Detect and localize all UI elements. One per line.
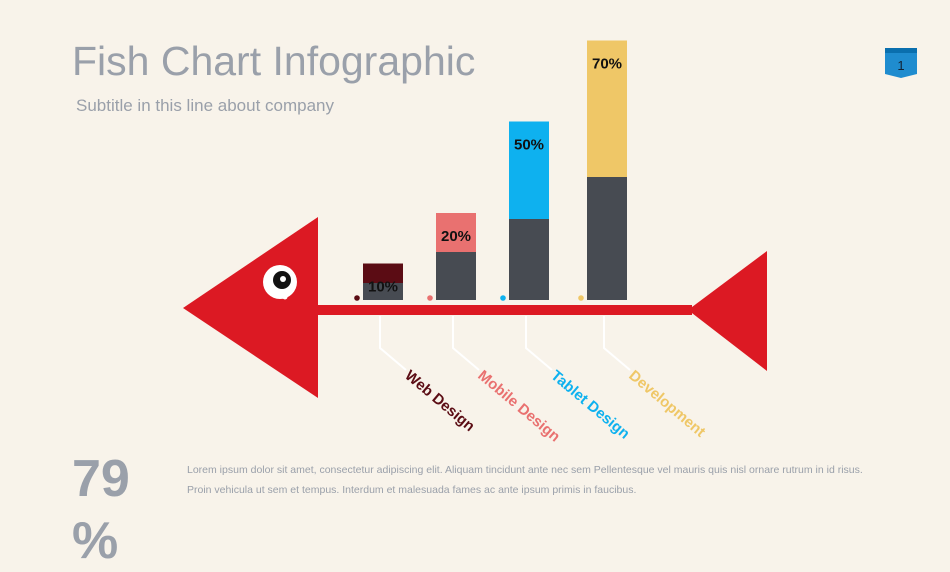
- fish-skeleton: [183, 217, 767, 398]
- page-subtitle: Subtitle in this line about company: [76, 96, 334, 115]
- bar-web-design: [363, 263, 403, 283]
- bar-base-web-design: [363, 283, 403, 300]
- marker-dot-web-design: [354, 295, 360, 301]
- bar-base-development: [587, 177, 627, 300]
- bar-development: [587, 40, 627, 177]
- bar-tablet-design: [509, 121, 549, 219]
- bone-line-web-design: [379, 316, 407, 371]
- bar-base-tablet-design: [509, 219, 549, 300]
- category-label-development: Development: [625, 367, 708, 441]
- bone-line-mobile-design: [452, 316, 480, 371]
- marker-dot-mobile-design: [427, 295, 433, 301]
- data-label-tablet-design: 50%: [514, 137, 544, 154]
- data-label-mobile-design: 20%: [441, 228, 471, 245]
- category-label-web-design: Web Design: [401, 367, 477, 435]
- data-label-development: 70%: [592, 56, 622, 73]
- bone-line-tablet-design: [525, 316, 553, 371]
- data-label-web-design: 10%: [368, 279, 398, 296]
- body-text: Lorem ipsum dolor sit amet, consectetur …: [187, 464, 863, 496]
- marker-dot-tablet-design: [500, 295, 506, 301]
- eye-icon: [263, 265, 297, 300]
- page-title: Fish Chart Infographic: [72, 38, 476, 84]
- bone-line-development: [603, 316, 631, 371]
- page-number: 1: [897, 58, 905, 73]
- fish-head: [183, 217, 318, 398]
- marker-dot-development: [578, 295, 584, 301]
- page-badge-icon: [885, 48, 917, 78]
- fish-tail: [688, 251, 767, 371]
- bar-base-mobile-design: [436, 252, 476, 300]
- fish-spine: [300, 305, 692, 315]
- bar-mobile-design: [436, 213, 476, 252]
- big-percent-value: 79 %: [72, 450, 130, 570]
